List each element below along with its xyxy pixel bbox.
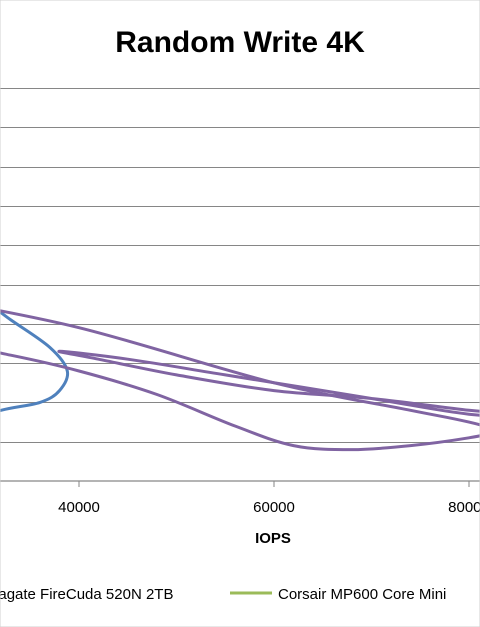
series-group [0, 309, 480, 452]
series-line-2 [0, 309, 480, 427]
x-tick-label: 40000 [58, 499, 100, 516]
series-line-3 [57, 349, 480, 417]
series-line-4 [0, 351, 480, 452]
legend: Seagate FireCuda 520N 2TB Corsair MP600 C… [0, 586, 446, 603]
legend-label: Corsair MP600 Core Mini [278, 586, 446, 603]
x-tick-label: 60000 [253, 499, 295, 516]
series-line-0 [0, 309, 70, 413]
gridlines [0, 88, 480, 443]
x-axis-label: IOPS [255, 530, 291, 547]
x-tick-label: 80000 [448, 499, 480, 516]
x-axis-ticks: 40000 60000 80000 [58, 481, 480, 516]
chart-title: Random Write 4K [115, 26, 365, 59]
legend-label: Seagate FireCuda 520N 2TB [0, 586, 173, 603]
